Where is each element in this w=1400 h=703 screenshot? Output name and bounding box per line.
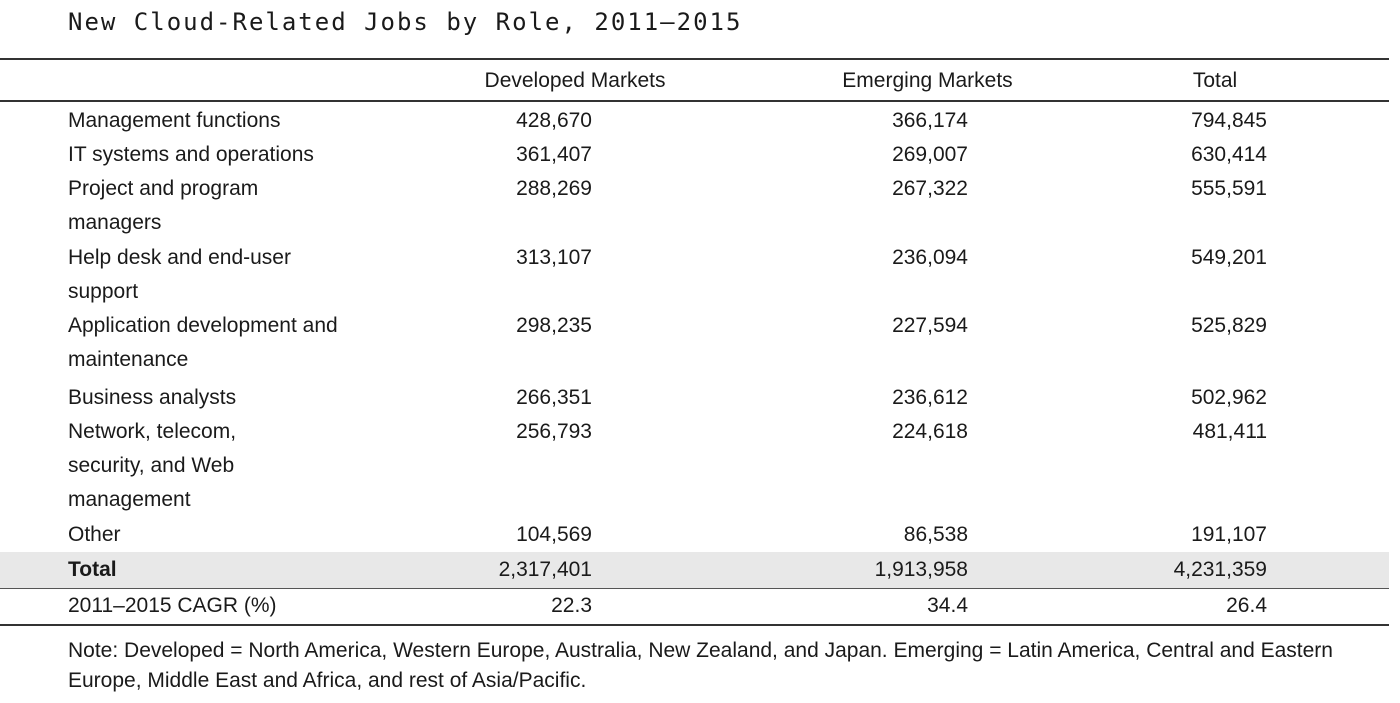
row-label: Project and program managers — [68, 177, 259, 234]
cagr-row: 2011–2015 CAGR (%) 22.3 34.4 26.4 — [0, 588, 1389, 624]
table-row: Business analysts 266,351 236,612 502,96… — [0, 379, 1389, 415]
table-row: Project and program managers 288,269 267… — [0, 172, 1389, 241]
row-developed: 104,569 — [516, 523, 592, 546]
row-developed: 256,793 — [516, 420, 592, 443]
row-label: Business analysts — [68, 386, 237, 409]
row-developed: 313,107 — [516, 246, 592, 269]
total-label: Total — [68, 558, 117, 581]
row-emerging: 366,174 — [892, 109, 968, 132]
row-developed: 288,269 — [516, 177, 592, 200]
row-developed: 428,670 — [516, 109, 592, 132]
total-row: Total 2,317,401 1,913,958 4,231,359 — [0, 552, 1389, 588]
row-total: 549,201 — [1191, 246, 1267, 269]
jobs-table: Developed Markets Emerging Markets Total… — [0, 58, 1389, 626]
row-label: Application development and maintenance — [68, 314, 338, 371]
row-developed: 298,235 — [516, 314, 592, 337]
header-emerging-markets: Emerging Markets — [842, 69, 1013, 92]
table-row: Network, telecom, security, and Web mana… — [0, 415, 1389, 518]
row-label: Help desk and end-user support — [68, 246, 291, 303]
row-developed: 266,351 — [516, 386, 592, 409]
header-developed-markets: Developed Markets — [484, 69, 666, 92]
table-row: Other 104,569 86,538 191,107 — [0, 518, 1389, 552]
row-total: 481,411 — [1192, 420, 1267, 443]
cagr-label: 2011–2015 CAGR (%) — [68, 594, 277, 617]
row-label: Network, telecom, security, and Web mana… — [68, 420, 237, 511]
row-total: 630,414 — [1191, 143, 1267, 166]
header-total: Total — [1192, 69, 1238, 92]
total-total: 4,231,359 — [1173, 558, 1267, 581]
row-total: 502,962 — [1191, 386, 1267, 409]
row-emerging: 236,094 — [892, 246, 968, 269]
table-row: Help desk and end-user support 313,107 2… — [0, 241, 1389, 309]
row-total: 555,591 — [1191, 177, 1267, 200]
row-label: Other — [68, 523, 121, 546]
row-total: 794,845 — [1191, 109, 1267, 132]
table-title: New Cloud-Related Jobs by Role, 2011–201… — [68, 8, 743, 36]
row-emerging: 269,007 — [892, 143, 968, 166]
row-total: 191,107 — [1191, 523, 1267, 546]
total-developed: 2,317,401 — [498, 558, 592, 581]
row-label: Management functions — [68, 109, 281, 132]
row-label: IT systems and operations — [68, 143, 314, 166]
table-row: Application development and maintenance … — [0, 309, 1389, 379]
table-header: Developed Markets Emerging Markets Total — [0, 60, 1389, 102]
row-emerging: 236,612 — [892, 386, 968, 409]
cagr-emerging: 34.4 — [927, 594, 968, 617]
table-note: Note: Developed = North America, Western… — [68, 639, 1333, 692]
row-developed: 361,407 — [516, 143, 592, 166]
row-emerging: 227,594 — [892, 314, 968, 337]
row-emerging: 86,538 — [903, 523, 968, 546]
row-emerging: 267,322 — [892, 177, 968, 200]
total-emerging: 1,913,958 — [874, 558, 968, 581]
table-row: Management functions 428,670 366,174 794… — [0, 102, 1389, 138]
row-emerging: 224,618 — [892, 420, 968, 443]
row-total: 525,829 — [1191, 314, 1267, 337]
table-row: IT systems and operations 361,407 269,00… — [0, 138, 1389, 172]
cagr-total: 26.4 — [1226, 594, 1267, 617]
cagr-developed: 22.3 — [551, 594, 592, 617]
